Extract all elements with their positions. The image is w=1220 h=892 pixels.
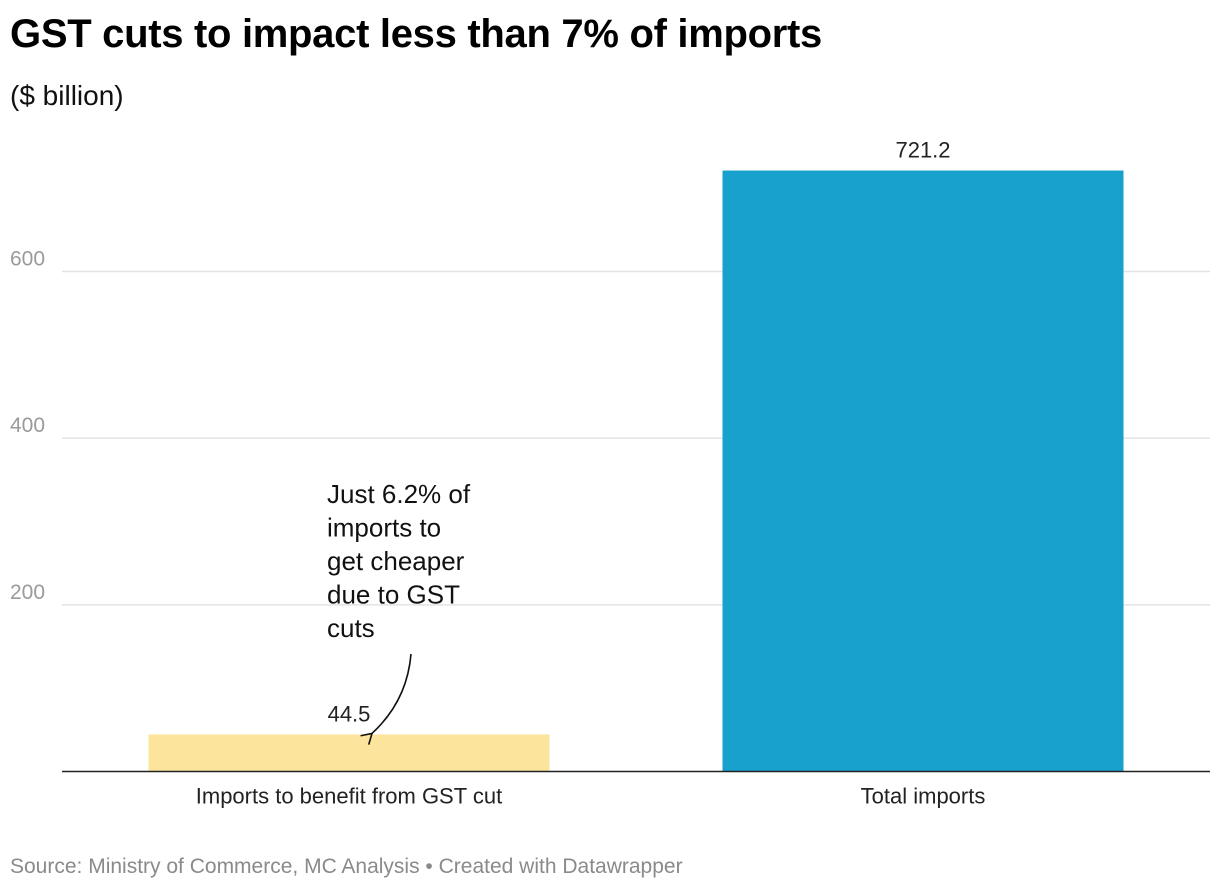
annotation-line-2: imports to xyxy=(327,513,441,543)
annotation-arrow xyxy=(360,653,412,745)
bar-2 xyxy=(722,170,1124,772)
annotation-line-5: cuts xyxy=(327,613,375,643)
chart-subtitle: ($ billion) xyxy=(10,80,124,111)
bar-1 xyxy=(148,734,550,772)
category-label-1: Imports to benefit from GST cut xyxy=(196,784,503,809)
chart-title: GST cuts to impact less than 7% of impor… xyxy=(10,12,822,56)
category-label-2: Total imports xyxy=(861,784,986,809)
value-label-1: 44.5 xyxy=(328,701,371,726)
chart-source: Source: Ministry of Commerce, MC Analysi… xyxy=(10,855,683,878)
value-label-2: 721.2 xyxy=(895,138,950,163)
annotation-line-4: due to GST xyxy=(327,580,460,610)
annotation-line-3: get cheaper xyxy=(327,546,465,576)
annotation-line-1: Just 6.2% of xyxy=(327,479,471,509)
y-tick-label-400: 400 xyxy=(10,414,45,437)
y-tick-label-600: 600 xyxy=(10,248,45,271)
y-tick-label-200: 200 xyxy=(10,581,45,604)
